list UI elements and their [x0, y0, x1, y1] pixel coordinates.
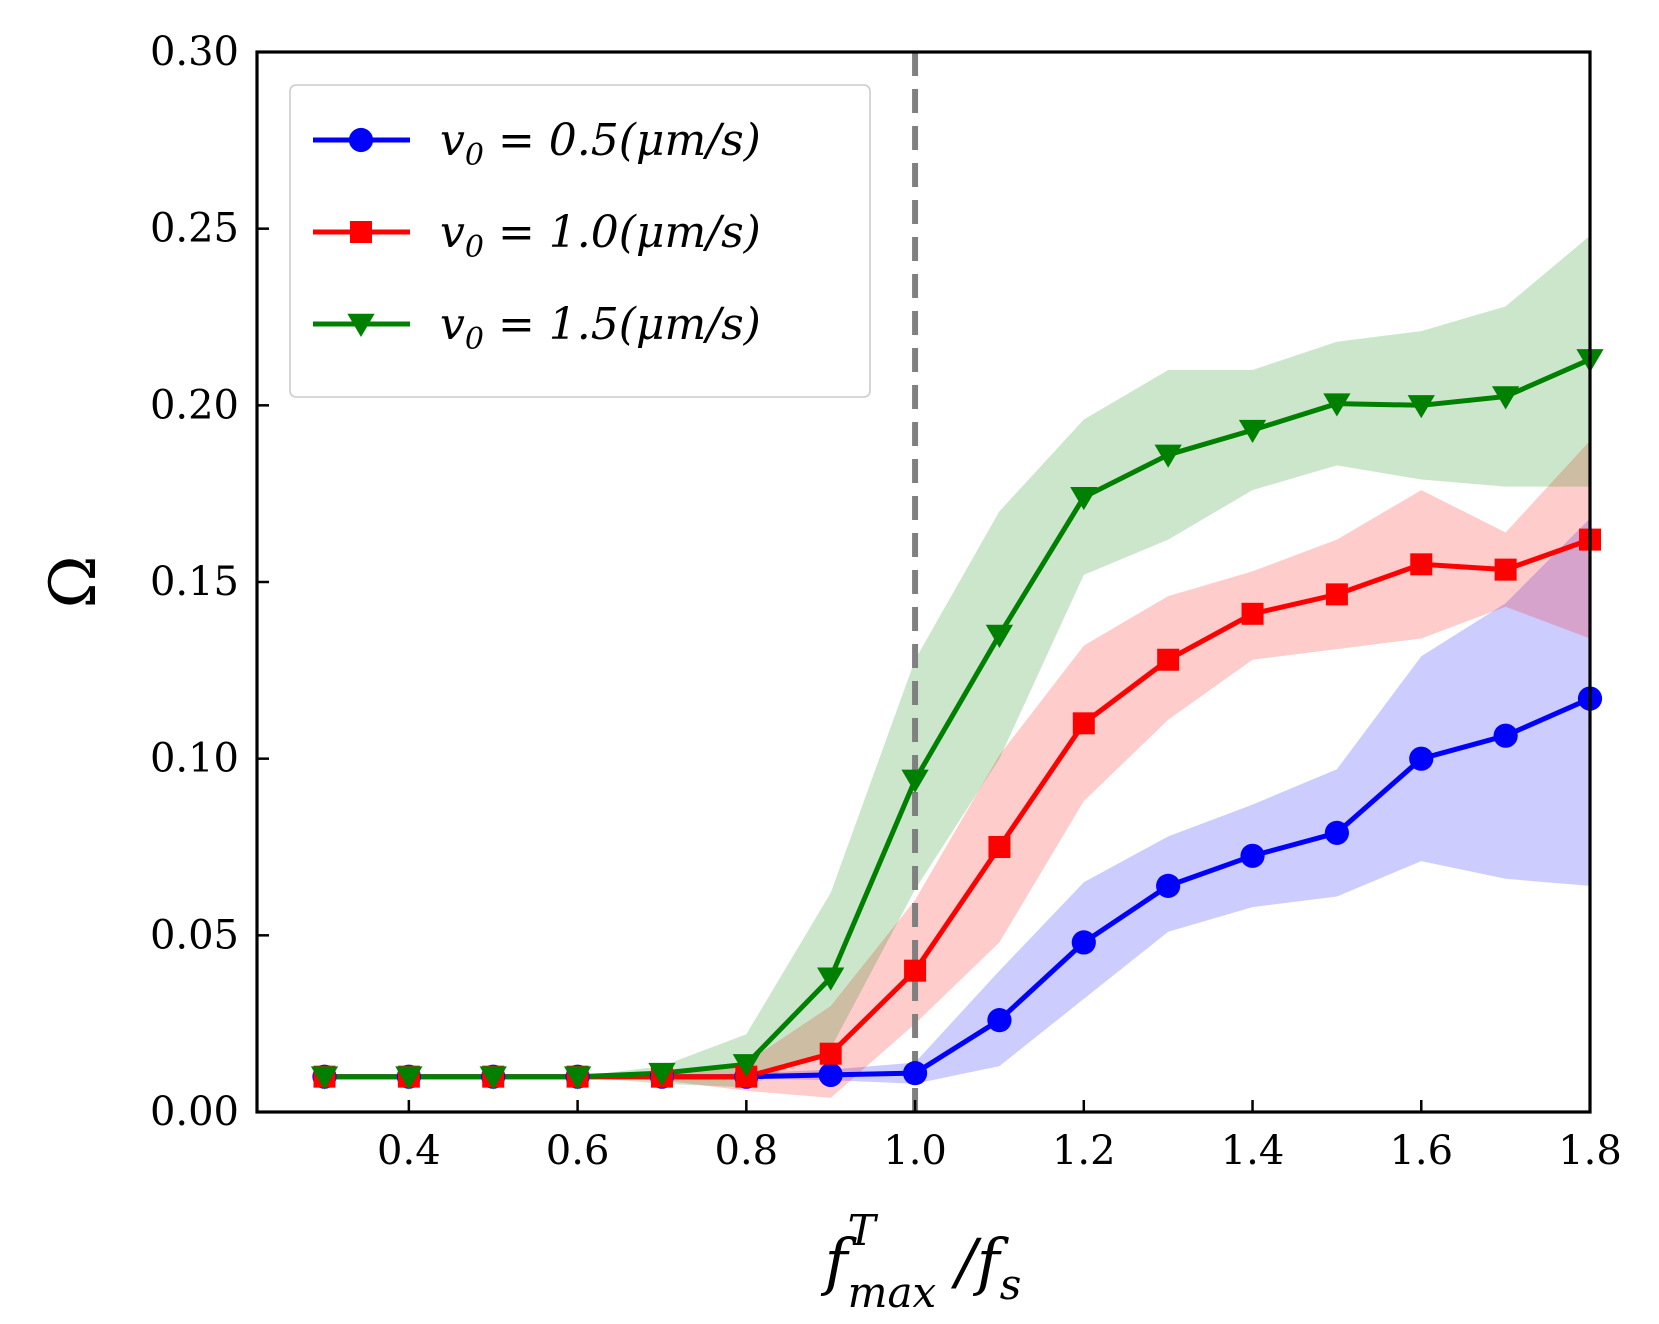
data-point-series-3	[1154, 444, 1182, 468]
x-tick-label: 0.6	[546, 1128, 610, 1174]
y-tick-label: 0.10	[150, 736, 239, 782]
x-tick-label: 1.8	[1558, 1128, 1622, 1174]
data-point-series-2	[819, 1042, 842, 1065]
y-tick-label: 0.30	[150, 29, 239, 75]
y-tick-label: 0.05	[150, 912, 239, 958]
data-point-series-3	[732, 1054, 760, 1078]
x-tick-label: 0.8	[715, 1128, 779, 1174]
x-axis-label-rest-sub: s	[1000, 1260, 1022, 1309]
axis-ticks: 0.4 0.6 0.8 1.0 1.2 1.4 1.6 1.8 0.00 0.05 0.10 0.15…	[150, 29, 1622, 1174]
data-point-series-3	[901, 769, 929, 793]
data-point-series-1	[987, 1008, 1012, 1033]
data-point-series-3	[310, 1066, 339, 1090]
data-point-series-1	[1240, 843, 1265, 868]
legend-label-3: v0 = 1.5(μm/s)	[440, 299, 761, 357]
x-tick-label: 0.4	[377, 1128, 441, 1174]
legend: v0 = 0.5(μm/s) v0 = 1.0(μm/s) v0 = 1.5(μm/…	[289, 84, 871, 398]
data-point-series-1	[818, 1062, 843, 1087]
x-axis-label-sub: max	[848, 1268, 937, 1317]
data-point-series-2	[1494, 558, 1517, 581]
band-series-1	[324, 518, 1590, 1084]
data-point-series-3	[479, 1066, 507, 1090]
legend-items: v0 = 0.5(μm/s) v0 = 1.0(μm/s) v0 = 1.5(μm/…	[313, 115, 761, 357]
data-point-series-1	[1493, 723, 1518, 748]
data-point-series-2	[1410, 553, 1433, 576]
data-point-series-2	[1241, 602, 1264, 625]
x-tick-label: 1.0	[883, 1128, 947, 1174]
legend-marker-3	[347, 313, 375, 337]
data-point-series-1	[1324, 820, 1349, 845]
x-tick-label: 1.6	[1389, 1128, 1453, 1174]
data-point-series-2	[1325, 583, 1348, 606]
legend-box	[289, 84, 871, 398]
series-markers	[310, 349, 1604, 1090]
data-point-series-3	[1070, 486, 1098, 511]
legend-label-1: v0 = 0.5(μm/s)	[440, 115, 761, 173]
y-tick-label: 0.15	[150, 559, 239, 605]
y-tick-label: 0.25	[150, 206, 239, 252]
x-axis-label-rest: /f	[936, 1225, 1010, 1298]
legend-label-2: v0 = 1.0(μm/s)	[440, 207, 761, 265]
y-axis-label: Ω	[37, 555, 111, 608]
legend-marker-1	[348, 127, 374, 153]
data-point-series-3	[395, 1066, 423, 1090]
data-point-series-3	[985, 624, 1014, 648]
data-point-series-2	[988, 836, 1011, 858]
data-point-series-3	[1238, 419, 1267, 444]
data-point-series-2	[904, 959, 927, 982]
data-point-series-3	[1407, 395, 1435, 419]
x-axis-label-sup: T	[848, 1206, 879, 1255]
legend-marker-2	[350, 221, 372, 243]
confidence-bands	[324, 235, 1590, 1098]
data-point-series-1	[902, 1061, 928, 1086]
band-series-3	[324, 235, 1590, 1088]
data-point-series-2	[1157, 648, 1180, 671]
y-tick-label: 0.20	[150, 382, 239, 428]
data-point-series-3	[1323, 393, 1351, 417]
data-point-series-2	[1072, 712, 1095, 735]
band-series-2	[324, 440, 1590, 1098]
data-point-series-3	[817, 967, 845, 991]
data-point-series-1	[1409, 746, 1434, 771]
data-point-series-3	[563, 1066, 592, 1090]
data-point-series-1	[1156, 873, 1181, 898]
y-tick-label: 0.00	[150, 1089, 239, 1135]
series-line-3	[324, 357, 1592, 1080]
x-tick-label: 1.4	[1221, 1128, 1285, 1174]
data-point-series-3	[648, 1062, 676, 1087]
data-point-series-1	[1071, 930, 1096, 955]
x-tick-label: 1.2	[1052, 1128, 1116, 1174]
data-point-series-3	[1491, 386, 1520, 410]
series-lines	[324, 357, 1592, 1080]
